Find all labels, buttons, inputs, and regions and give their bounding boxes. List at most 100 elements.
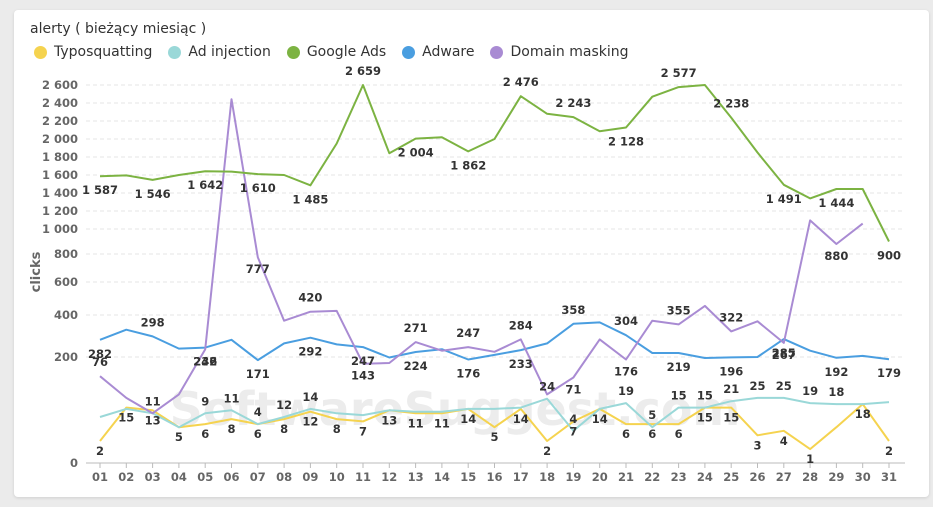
data-label: 2 238	[713, 97, 749, 111]
x-tick-label: 09	[302, 470, 318, 484]
legend-swatch	[168, 45, 182, 59]
series-line-adware	[99, 321, 890, 362]
data-label: 6	[201, 427, 209, 441]
data-label: 192	[824, 365, 848, 379]
x-tick-label: 02	[118, 470, 134, 484]
data-label: 1 862	[450, 158, 486, 172]
x-tick-label: 01	[92, 470, 108, 484]
data-label: 12	[302, 415, 318, 429]
x-tick-label: 29	[828, 470, 844, 484]
chart-title: alerty ( bieżący miesiąc )	[30, 21, 207, 37]
data-label: 271	[404, 321, 428, 335]
data-label: 5	[175, 430, 183, 444]
x-tick-label: 10	[329, 470, 345, 484]
data-label: 6	[675, 427, 683, 441]
y-tick-label: 200	[54, 350, 78, 364]
data-label: 179	[877, 366, 901, 380]
data-label: 14	[592, 412, 608, 426]
data-label: 7	[359, 424, 367, 438]
x-tick-label: 22	[644, 470, 660, 484]
legend-item-domain-masking[interactable]: Domain masking	[490, 44, 629, 60]
data-label: 21	[723, 382, 739, 396]
data-label: 1	[806, 452, 814, 466]
x-tick-label: 25	[723, 470, 739, 484]
data-label: 1 610	[240, 181, 276, 195]
data-label: 236	[193, 354, 217, 368]
data-label: 1 491	[766, 192, 802, 206]
y-tick-label: 1 800	[42, 150, 78, 164]
x-tick-label: 11	[355, 470, 371, 484]
data-label: 219	[667, 360, 691, 374]
x-tick-label: 06	[223, 470, 239, 484]
series-line-google-ads	[99, 84, 890, 242]
x-tick-label: 18	[539, 470, 555, 484]
data-label: 143	[351, 369, 375, 383]
y-tick-label: 0	[70, 456, 78, 470]
data-label: 2 128	[608, 134, 644, 148]
data-label: 76	[92, 355, 108, 369]
data-label: 2 659	[345, 64, 381, 78]
watermark: SoftwareSuggest.com	[170, 382, 741, 436]
x-tick-label: 15	[460, 470, 476, 484]
data-label: 285	[772, 346, 796, 360]
data-label: 2	[885, 444, 893, 458]
data-label: 12	[276, 398, 292, 412]
data-label: 292	[298, 345, 322, 359]
x-tick-label: 14	[434, 470, 450, 484]
data-label: 282	[88, 347, 112, 361]
data-label: 880	[824, 249, 848, 263]
legend-label: Ad injection	[188, 44, 271, 60]
data-label: 11	[145, 394, 161, 408]
series-line-typosquatting	[99, 403, 890, 451]
data-label: 13	[145, 413, 161, 427]
data-label: 1 485	[292, 192, 328, 206]
y-tick-label: 2 600	[42, 78, 78, 92]
data-label: 298	[141, 315, 165, 329]
legend-swatch	[490, 45, 504, 59]
x-tick-label: 03	[145, 470, 161, 484]
y-tick-label: 1 200	[42, 204, 78, 218]
x-tick-label: 04	[171, 470, 187, 484]
data-label: 11	[408, 416, 424, 430]
legend: Typosquatting Ad injection Google Ads Adwar…	[34, 44, 629, 60]
data-label: 247	[351, 354, 375, 368]
y-tick-label: 400	[54, 308, 78, 322]
data-label: 4	[569, 412, 577, 426]
data-label: 6	[254, 427, 262, 441]
series-line-domain-masking	[99, 98, 864, 415]
data-label: 2 004	[398, 146, 434, 160]
data-label: 8	[333, 422, 341, 436]
data-label: 196	[719, 364, 743, 378]
y-tick-label: 1 600	[42, 168, 78, 182]
x-tick-label: 24	[697, 470, 713, 484]
data-label: 171	[246, 367, 270, 381]
data-label: 3	[753, 438, 761, 452]
y-tick-label: 600	[54, 275, 78, 289]
x-tick-label: 20	[592, 470, 608, 484]
x-tick-label: 30	[855, 470, 871, 484]
data-label: 6	[622, 427, 630, 441]
data-label: 8	[280, 422, 288, 436]
data-label: 18	[828, 385, 844, 399]
data-label: 1 587	[82, 183, 118, 197]
data-label: 9	[201, 394, 209, 408]
x-tick-label: 05	[197, 470, 213, 484]
data-label: 1 546	[135, 187, 171, 201]
x-tick-label: 07	[250, 470, 266, 484]
legend-swatch	[402, 45, 416, 59]
data-label: 2	[96, 444, 104, 458]
x-tick-label: 19	[565, 470, 581, 484]
x-tick-label: 16	[486, 470, 502, 484]
legend-label: Adware	[422, 44, 475, 60]
x-tick-label: 28	[802, 470, 818, 484]
legend-item-adware[interactable]: Adware	[402, 44, 474, 60]
data-label: 25	[749, 379, 765, 393]
legend-item-google-ads[interactable]: Google Ads	[286, 44, 386, 60]
data-label: 777	[246, 262, 270, 276]
data-label: 15	[671, 389, 687, 403]
legend-item-typosquatting[interactable]: Typosquatting	[34, 44, 152, 60]
data-label: 420	[298, 291, 322, 305]
data-label: 6	[648, 427, 656, 441]
legend-item-ad-injection[interactable]: Ad injection	[168, 44, 271, 60]
